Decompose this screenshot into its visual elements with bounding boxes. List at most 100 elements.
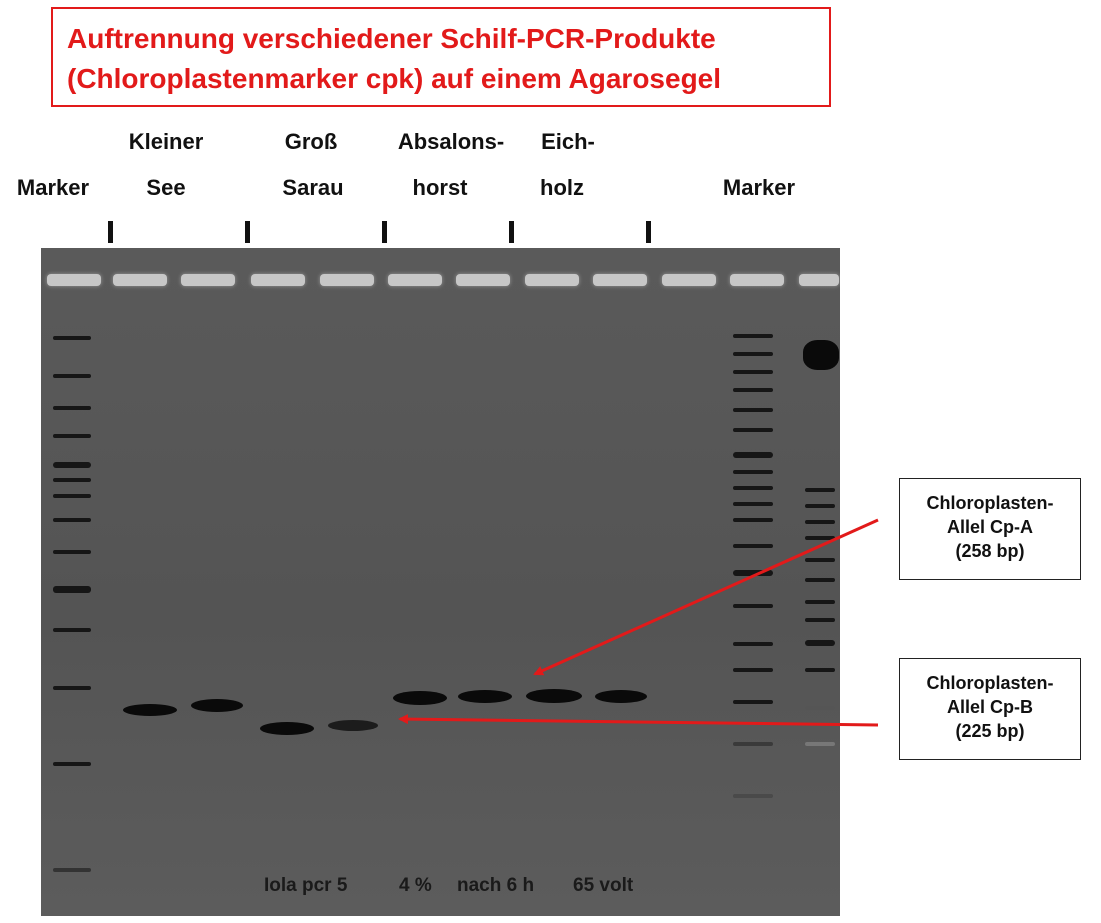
ladder-band bbox=[733, 518, 773, 522]
title-line-2: (Chloroplastenmarker cpk) auf einem Agar… bbox=[67, 63, 722, 94]
gel-well bbox=[388, 274, 442, 286]
sample-band-kleiner-see bbox=[191, 699, 243, 712]
ladder-band bbox=[805, 668, 835, 672]
callout-cp-b-line-2: Allel Cp-B bbox=[946, 697, 1033, 717]
label-kleiner-see-2: See bbox=[146, 175, 186, 200]
lane-separator bbox=[382, 221, 387, 243]
label-absalonshorst-2: horst bbox=[412, 175, 468, 200]
ladder-band bbox=[733, 668, 773, 672]
gel-well bbox=[181, 274, 235, 286]
ladder-band bbox=[733, 544, 773, 548]
gel-note-run: Iola pcr 5 bbox=[264, 875, 348, 896]
callout-cp-a-line-2: Allel Cp-A bbox=[946, 517, 1033, 537]
gel-well bbox=[47, 274, 101, 286]
gel-well bbox=[662, 274, 716, 286]
ladder-band bbox=[733, 642, 773, 646]
ladder-band bbox=[733, 502, 773, 506]
ladder-band bbox=[733, 428, 773, 432]
arrow-cp-a bbox=[533, 518, 879, 676]
label-kleiner-see-1: Kleiner bbox=[128, 129, 204, 154]
sample-band-eichholz bbox=[595, 690, 647, 703]
ladder-band bbox=[733, 334, 773, 338]
gel-well bbox=[456, 274, 510, 286]
ladder-band bbox=[53, 550, 91, 554]
ladder-band bbox=[805, 536, 835, 540]
sample-band-eichholz bbox=[526, 689, 582, 703]
arrow-cp-b bbox=[398, 714, 879, 727]
ladder-band bbox=[733, 700, 773, 704]
ladder-band bbox=[805, 618, 835, 622]
ladder-band bbox=[53, 762, 91, 766]
ladder-band bbox=[53, 868, 91, 872]
sample-band-absalonshorst bbox=[393, 691, 447, 705]
ladder-band bbox=[733, 370, 773, 374]
sample-band-absalonshorst bbox=[458, 690, 512, 703]
callout-cp-a: Chloroplasten- Allel Cp-A (258 bp) bbox=[899, 478, 1081, 580]
ladder-band bbox=[53, 494, 91, 498]
title-line-1: Auftrennung verschiedener Schilf-PCR-Pro… bbox=[67, 23, 716, 54]
ladder-band bbox=[53, 478, 91, 482]
gel-well bbox=[251, 274, 305, 286]
ladder-band bbox=[805, 520, 835, 524]
title-box: Auftrennung verschiedener Schilf-PCR-Pro… bbox=[51, 7, 831, 107]
ladder-band bbox=[733, 352, 773, 356]
gel-well bbox=[320, 274, 374, 286]
callout-cp-a-line-3: (258 bp) bbox=[955, 541, 1025, 561]
ladder-band bbox=[53, 374, 91, 378]
ladder-band bbox=[805, 600, 835, 604]
ladder-band bbox=[805, 742, 835, 746]
ladder-band bbox=[53, 462, 91, 468]
sample-band-gross-sarau bbox=[328, 720, 378, 731]
label-marker-right: Marker bbox=[722, 175, 796, 200]
ladder-band bbox=[805, 558, 835, 562]
lane-separator bbox=[509, 221, 514, 243]
lane-separator bbox=[646, 221, 651, 243]
ladder-band bbox=[53, 336, 91, 340]
agarose-gel: Iola pcr 5 4 % nach 6 h 65 volt bbox=[41, 248, 840, 916]
ladder-band bbox=[805, 640, 835, 646]
ladder-band bbox=[733, 742, 773, 746]
gel-well bbox=[525, 274, 579, 286]
label-gross-sarau-2: Sarau bbox=[282, 175, 344, 200]
label-marker-left: Marker bbox=[16, 175, 90, 200]
ladder-band bbox=[805, 578, 835, 582]
ladder-band bbox=[733, 388, 773, 392]
gel-well bbox=[730, 274, 784, 286]
gel-note-voltage: 65 volt bbox=[573, 875, 634, 896]
callout-cp-a-line-1: Chloroplasten- bbox=[926, 493, 1054, 513]
ladder-band bbox=[53, 434, 91, 438]
ladder-band bbox=[733, 470, 773, 474]
gel-well bbox=[113, 274, 167, 286]
label-absalonshorst-1: Absalons- bbox=[397, 129, 505, 154]
lane-separator bbox=[108, 221, 113, 243]
gel-note-duration: nach 6 h bbox=[457, 875, 535, 896]
ladder-band bbox=[53, 518, 91, 522]
sample-band-gross-sarau bbox=[260, 722, 314, 735]
ladder-band bbox=[805, 488, 835, 492]
ladder-band bbox=[733, 794, 773, 798]
label-eichholz-1: Eich- bbox=[541, 129, 595, 154]
ladder-band bbox=[53, 586, 91, 593]
callout-cp-b-line-1: Chloroplasten- bbox=[926, 673, 1054, 693]
gel-note-concentration: 4 % bbox=[399, 875, 432, 896]
label-eichholz-2: holz bbox=[540, 175, 584, 200]
ladder-band bbox=[733, 486, 773, 490]
lane-separator bbox=[245, 221, 250, 243]
gel-well bbox=[799, 274, 839, 286]
ladder-band bbox=[53, 628, 91, 632]
ladder-band bbox=[733, 570, 773, 576]
ladder-band bbox=[53, 406, 91, 410]
label-gross-sarau-1: Groß bbox=[284, 129, 338, 154]
ladder-band bbox=[53, 686, 91, 690]
ladder-band bbox=[805, 504, 835, 508]
ladder-band bbox=[733, 408, 773, 412]
ladder-band bbox=[803, 340, 839, 370]
gel-well bbox=[593, 274, 647, 286]
callout-cp-b: Chloroplasten- Allel Cp-B (225 bp) bbox=[899, 658, 1081, 760]
callout-cp-b-line-3: (225 bp) bbox=[955, 721, 1025, 741]
ladder-band bbox=[805, 706, 835, 710]
ladder-band bbox=[733, 604, 773, 608]
ladder-band bbox=[733, 452, 773, 458]
sample-band-kleiner-see bbox=[123, 704, 177, 716]
